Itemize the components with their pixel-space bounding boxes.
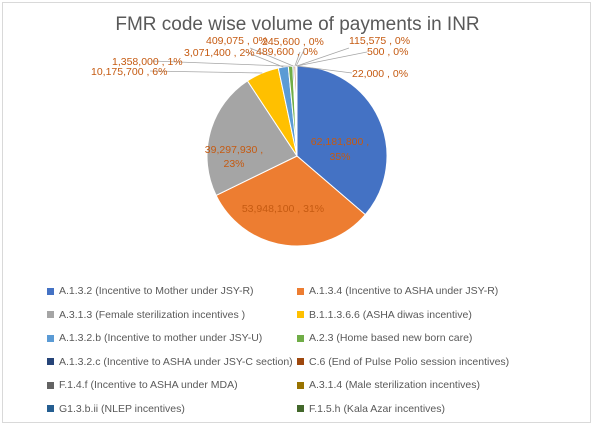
data-label-4: 10,175,700 , 6% bbox=[91, 66, 167, 78]
leader-line-5 bbox=[245, 51, 284, 68]
data-label-3-pct: 23% bbox=[223, 158, 244, 170]
leader-line-10 bbox=[296, 47, 350, 67]
leader-line-6 bbox=[151, 60, 291, 67]
data-label-12: 22,000 , 0% bbox=[352, 68, 408, 80]
data-label-5: 3,071,400 , 2% bbox=[184, 47, 255, 59]
leader-line-9 bbox=[295, 47, 306, 67]
data-label-6: 1,358,000 , 1% bbox=[112, 56, 183, 68]
chart-title: FMR code wise volume of payments in INR bbox=[115, 14, 480, 35]
pie-slice-2 bbox=[215, 155, 366, 247]
data-label-7: 409,075 , 0% bbox=[206, 35, 268, 47]
data-label-8: 489,600 , 0% bbox=[256, 46, 318, 58]
pie-slice-3 bbox=[206, 80, 298, 197]
data-label-1-pct: 35% bbox=[329, 151, 350, 163]
leader-line-12 bbox=[296, 65, 353, 74]
leader-line-8 bbox=[294, 51, 301, 67]
data-label-11: 500 , 0% bbox=[367, 46, 408, 58]
data-label-9: 245,600 , 0% bbox=[262, 36, 324, 48]
data-label-10: 115,575 , 0% bbox=[349, 35, 410, 47]
leader-line-7 bbox=[249, 47, 294, 67]
data-label-3-value: 39,297,930 , bbox=[205, 144, 263, 156]
leader-line-11 bbox=[296, 51, 368, 67]
data-label-1-value: 62,181,800 , bbox=[311, 136, 369, 148]
leader-line-4 bbox=[149, 70, 263, 74]
data-label-2: 53,948,100 , 31% bbox=[242, 203, 324, 215]
